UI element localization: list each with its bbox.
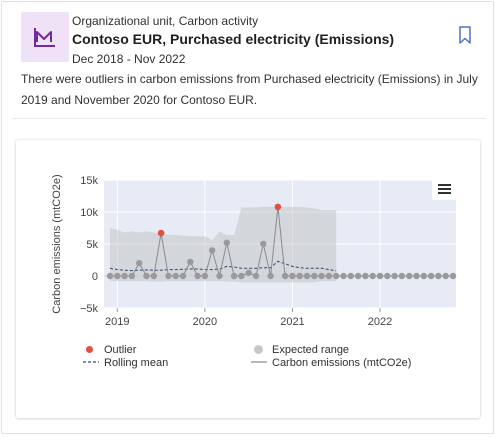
emissions-point	[194, 272, 201, 280]
emissions-point	[106, 272, 114, 280]
emissions-point	[333, 272, 340, 280]
emissions-point	[179, 272, 187, 280]
emissions-point	[267, 272, 274, 280]
expected-range-legend-marker	[254, 345, 263, 354]
rolling-mean-line	[109, 260, 337, 272]
legend-item-emissions: Carbon emissions (mtCO2e)	[272, 357, 412, 369]
legend-item-rolling-mean: Rolling mean	[104, 357, 169, 369]
emissions-point	[136, 260, 143, 267]
emissions-point	[209, 247, 216, 254]
legend-item-outlier: Outlier	[104, 344, 137, 356]
emissions-point	[245, 269, 252, 276]
emissions-point	[362, 272, 369, 280]
y-tick-label: −5k	[80, 303, 99, 315]
emissions-point	[398, 272, 406, 280]
emissions-point	[114, 272, 121, 280]
emissions-point	[187, 258, 194, 266]
bookmark-icon[interactable]	[457, 25, 473, 45]
emissions-point	[347, 272, 354, 280]
y-tick-label: 0	[92, 271, 98, 283]
emissions-point	[201, 272, 209, 280]
insight-description: There were outliers in carbon emissions …	[21, 72, 478, 107]
rolling-mean-legend-marker	[83, 361, 99, 363]
emissions-point	[325, 272, 333, 280]
emissions-point	[369, 272, 376, 280]
emissions-point	[420, 272, 427, 280]
emissions-point	[121, 272, 128, 280]
y-tick-label: 5k	[86, 239, 98, 251]
emissions-point	[150, 272, 157, 280]
emissions-point	[296, 272, 303, 280]
emissions-point	[289, 272, 296, 280]
outlier-legend-marker	[86, 346, 93, 353]
insight-icon-tile	[21, 12, 69, 62]
emissions-point	[391, 272, 398, 280]
x-tick-label: 2022	[368, 316, 392, 328]
insight-category: Organizational unit, Carbon activity	[72, 14, 259, 28]
emissions-point	[435, 272, 442, 280]
y-tick-label: 15k	[80, 175, 98, 187]
emissions-point	[354, 272, 362, 280]
emissions-point	[449, 272, 457, 280]
line-chart-icon	[34, 28, 55, 47]
emissions-point	[384, 272, 391, 280]
emissions-point	[143, 272, 150, 280]
emissions-point	[260, 240, 267, 248]
emissions-point	[172, 272, 179, 280]
emissions-point	[303, 272, 311, 280]
emissions-point	[165, 272, 172, 280]
emissions-point	[252, 272, 260, 280]
x-tick-label: 2020	[193, 316, 217, 328]
emissions-point	[442, 272, 449, 280]
y-tick-label: 10k	[80, 207, 98, 219]
y-axis-label: Carbon emissions (mtCO2e)	[51, 174, 63, 313]
emissions-point	[340, 272, 347, 280]
insight-title: Contoso EUR, Purchased electricity (Emis…	[72, 31, 395, 47]
x-tick-label: 2021	[280, 316, 304, 328]
legend-item-expected-range: Expected range	[272, 344, 350, 356]
divider	[12, 118, 486, 119]
emissions-point	[216, 272, 223, 280]
x-tick-label: 2019	[105, 316, 129, 328]
emissions-point	[311, 272, 318, 280]
emissions-point	[230, 272, 238, 280]
insight-date-range: Dec 2018 - Nov 2022	[72, 52, 186, 66]
emissions-point	[318, 272, 325, 280]
emissions-point	[406, 272, 413, 280]
emissions-point	[427, 272, 435, 280]
emissions-point	[281, 272, 289, 280]
emissions-point	[413, 272, 420, 280]
chart-menu-icon[interactable]	[432, 178, 456, 200]
emissions-point	[238, 272, 245, 280]
outlier-point	[274, 203, 282, 211]
emissions-point	[128, 272, 136, 280]
emissions-point	[376, 272, 384, 280]
emissions-point	[223, 239, 230, 246]
emissions-legend-marker	[251, 361, 267, 363]
outlier-point	[157, 229, 165, 237]
